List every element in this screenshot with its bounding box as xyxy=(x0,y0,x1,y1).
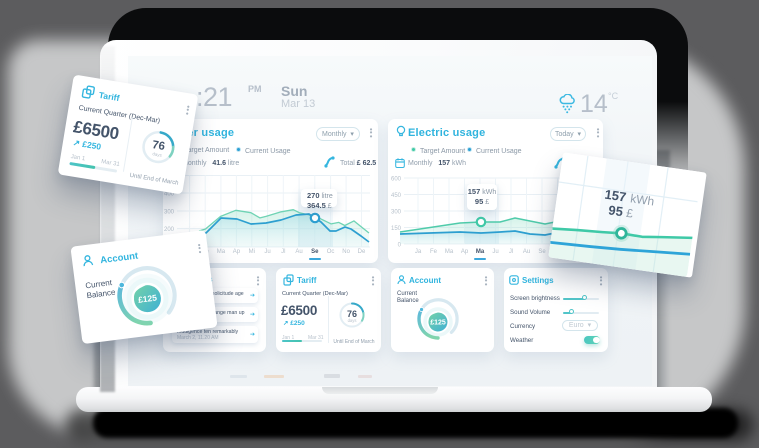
svg-text:600: 600 xyxy=(391,177,402,183)
svg-text:No: No xyxy=(342,249,350,255)
svg-text:Ju: Ju xyxy=(492,249,498,255)
svg-text:Jl: Jl xyxy=(281,249,285,255)
svg-text:Jl: Jl xyxy=(509,249,513,255)
svg-text:Ma: Ma xyxy=(476,249,485,255)
svg-text:Se: Se xyxy=(311,249,319,255)
svg-text:450: 450 xyxy=(391,193,402,199)
svg-text:Ju: Ju xyxy=(264,249,270,255)
svg-text:0: 0 xyxy=(398,243,402,249)
svg-text:Ap: Ap xyxy=(461,249,469,255)
svg-text:300: 300 xyxy=(391,210,402,216)
svg-text:Ja: Ja xyxy=(415,249,422,255)
svg-text:Se: Se xyxy=(538,249,546,255)
svg-text:£: £ xyxy=(625,206,634,221)
svg-text:kWh: kWh xyxy=(629,191,655,208)
svg-text:Oc: Oc xyxy=(327,249,335,255)
svg-text:Mi: Mi xyxy=(249,249,255,255)
svg-text:150: 150 xyxy=(391,226,402,232)
svg-text:£125: £125 xyxy=(137,292,157,304)
svg-text:Fe: Fe xyxy=(430,249,438,255)
svg-text:Au: Au xyxy=(523,249,530,255)
svg-text:£125: £125 xyxy=(430,320,446,327)
svg-text:Au: Au xyxy=(295,249,302,255)
svg-text:157: 157 xyxy=(604,187,628,205)
svg-text:Ap: Ap xyxy=(233,249,241,255)
svg-text:95: 95 xyxy=(607,202,623,219)
svg-text:Ma: Ma xyxy=(217,249,226,255)
svg-text:400: 400 xyxy=(164,192,175,198)
svg-text:Ma: Ma xyxy=(445,249,454,255)
svg-text:De: De xyxy=(358,249,366,255)
svg-text:200: 200 xyxy=(164,227,175,233)
svg-text:300: 300 xyxy=(164,210,175,216)
